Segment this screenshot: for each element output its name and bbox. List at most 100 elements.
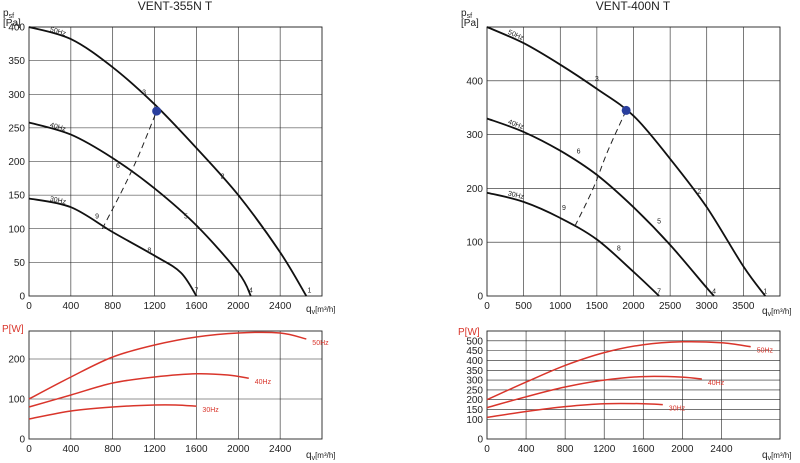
system-curve-dashed (574, 110, 627, 227)
left-psf-axis-label: psf (3, 8, 14, 20)
psf-sub: sf (9, 13, 15, 20)
series-label-30Hz: 30Hz (49, 196, 67, 206)
psf-p: p (461, 8, 467, 19)
curve-30Hz (28, 404, 197, 420)
x-tick-label: 2400 (710, 444, 733, 455)
x-tick-label: 400 (63, 444, 80, 455)
point-number-label: 1 (307, 288, 311, 295)
y-tick-label: 100 (466, 415, 483, 426)
y-tick-label: 350 (8, 56, 25, 67)
x-tick-label: 800 (557, 444, 574, 455)
psf-p: p (3, 8, 9, 19)
plot-frame (486, 26, 781, 297)
qv-q: q (306, 304, 312, 315)
y-tick-label: 400 (466, 76, 483, 87)
qv-sub: v (768, 311, 772, 318)
x-tick-label: 1600 (185, 444, 208, 455)
point-number-label: 4 (712, 288, 716, 295)
psf-sub: sf (467, 13, 473, 20)
plot-frame (28, 26, 323, 297)
y-tick-label: 200 (466, 184, 483, 195)
point-number-label: 5 (184, 214, 188, 221)
curve-50Hz (486, 26, 767, 297)
series-label-40Hz: 40Hz (255, 379, 272, 386)
left-pa-unit-label: [Pa] (3, 18, 21, 29)
x-tick-label: 800 (104, 301, 121, 312)
x-tick-label: 0 (26, 444, 32, 455)
series-label-50Hz: 50Hz (312, 340, 329, 347)
y-tick-label: 200 (466, 395, 483, 406)
x-tick-label: 400 (63, 301, 80, 312)
qv-sub: v (768, 455, 772, 462)
x-tick-label: 1600 (185, 301, 208, 312)
x-tick-label: 0 (484, 301, 490, 312)
x-tick-label: 2000 (622, 301, 645, 312)
y-tick-label: 400 (8, 23, 25, 34)
series-label-30Hz: 30Hz (507, 190, 525, 201)
y-tick-label: 450 (466, 346, 483, 357)
left-power-axis-label: P[W] (2, 324, 24, 335)
x-tick-label: 1600 (632, 444, 655, 455)
series-label-40Hz: 40Hz (49, 122, 67, 133)
qv-unit: [m³/h] (771, 451, 791, 460)
x-tick-label: 1200 (143, 444, 166, 455)
system-curve-dashed (101, 110, 158, 230)
point-number-label: 8 (617, 245, 621, 252)
right-chart-title: VENT-400N T (596, 0, 671, 13)
point-number-label: 6 (116, 163, 120, 170)
y-tick-label: 100 (8, 395, 25, 406)
curve-30Hz (486, 191, 660, 297)
y-tick-label: 200 (8, 157, 25, 168)
y-tick-label: 250 (8, 123, 25, 134)
right-power-panel: 0 400 800 1200 1600 2000 240001001502002503003… (466, 330, 781, 455)
y-tick-label: 150 (8, 191, 25, 202)
plot-frame (28, 330, 323, 440)
point-number-label: 2 (697, 189, 701, 196)
qv-q: q (762, 450, 768, 461)
left-power-panel: 0 400 800 1200 1600 2000 2400 0 100 200 50Hz 40Hz 30… (8, 330, 329, 455)
series-label-50Hz: 50Hz (757, 348, 774, 355)
y-tick-label: 0 (477, 292, 483, 303)
right-pressure-panel: 0 500 1000 1500 2000 2500 3000 3500 0 100 200 300 40… (466, 26, 781, 312)
y-tick-label: 350 (466, 366, 483, 377)
point-number-label: 4 (249, 288, 253, 295)
y-tick-label: 500 (466, 336, 483, 347)
x-tick-label: 1200 (143, 301, 166, 312)
curve-40Hz (28, 372, 249, 408)
curve-50Hz (28, 331, 307, 400)
series-label-50Hz: 50Hz (49, 26, 67, 37)
x-tick-label: 2000 (227, 301, 250, 312)
qv-unit: [m³/h] (315, 451, 335, 460)
qv-unit: [m³/h] (771, 307, 791, 316)
curve-40Hz (486, 375, 702, 409)
y-tick-label: 0 (19, 435, 25, 446)
x-tick-label: 2500 (659, 301, 682, 312)
curve-40Hz (28, 121, 252, 297)
qv-q: q (306, 450, 312, 461)
y-tick-label: 200 (8, 355, 25, 366)
y-tick-label: 100 (8, 224, 25, 235)
right-pa-unit-label: [Pa] (461, 18, 479, 29)
curve-30Hz (486, 402, 663, 419)
x-tick-label: 3500 (732, 301, 755, 312)
y-tick-label: 400 (466, 356, 483, 367)
qv-sub: v (312, 309, 316, 316)
qv-sub: v (312, 455, 316, 462)
curve-50Hz (486, 340, 751, 401)
x-tick-label: 400 (518, 444, 535, 455)
y-tick-label: 0 (19, 292, 25, 303)
y-tick-label: 300 (466, 376, 483, 387)
point-number-label: 3 (142, 89, 146, 96)
point-number-label: 7 (194, 288, 198, 295)
x-tick-label: 1000 (549, 301, 572, 312)
y-tick-label: 150 (466, 405, 483, 416)
x-tick-label: 0 (484, 444, 490, 455)
x-tick-label: 2000 (671, 444, 694, 455)
point-number-label: 9 (95, 214, 99, 221)
qv-unit: [m³/h] (315, 305, 335, 314)
series-label-30Hz: 30Hz (669, 406, 686, 413)
x-tick-label: 1200 (593, 444, 616, 455)
y-tick-label: 250 (466, 385, 483, 396)
x-tick-label: 800 (104, 444, 121, 455)
